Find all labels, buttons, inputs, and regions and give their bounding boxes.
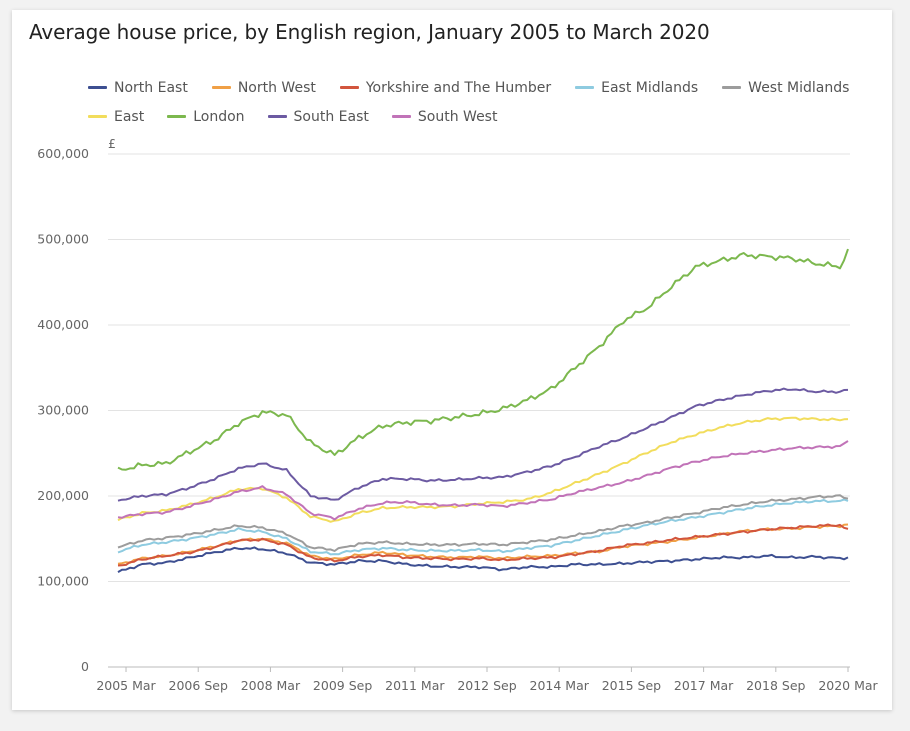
legend-item-london[interactable]: London bbox=[167, 108, 245, 125]
legend-swatch bbox=[391, 115, 411, 118]
legend-item-east[interactable]: East bbox=[88, 109, 144, 125]
x-tick-label: 2012 Sep bbox=[457, 678, 516, 693]
legend-row: North East North West Yorkshire and The Hu… bbox=[88, 73, 878, 102]
legend-swatch bbox=[88, 115, 107, 118]
x-tick-label: 2018 Sep bbox=[746, 678, 805, 693]
x-tick-label: 2015 Sep bbox=[602, 678, 661, 693]
chart-legend: North East North West Yorkshire and The Hu… bbox=[88, 73, 878, 131]
series-line-west-midlands bbox=[117, 494, 849, 552]
series-line-east-midlands bbox=[117, 498, 849, 556]
legend-label: North West bbox=[237, 79, 316, 96]
y-tick-label: 400,000 bbox=[37, 317, 89, 332]
legend-swatch bbox=[88, 86, 107, 89]
legend-item-north-east[interactable]: North East bbox=[88, 80, 188, 96]
legend-row: East London South East South West bbox=[88, 102, 878, 131]
legend-item-north-west[interactable]: North West bbox=[211, 79, 316, 96]
series-line-south-east bbox=[117, 387, 849, 502]
legend-swatch bbox=[267, 115, 287, 118]
y-axis-label: £ bbox=[108, 136, 116, 151]
series-line-yorkshire-and-the-humber bbox=[117, 523, 849, 567]
x-tick-label: 2009 Sep bbox=[313, 678, 372, 693]
legend-item-yorkshire-and-the-humber[interactable]: Yorkshire and The Humber bbox=[339, 79, 552, 96]
legend-item-west-midlands[interactable]: West Midlands bbox=[722, 80, 849, 96]
y-tick-label: 500,000 bbox=[37, 232, 89, 247]
legend-item-south-east[interactable]: South East bbox=[267, 108, 369, 125]
legend-label: East Midlands bbox=[601, 79, 699, 96]
legend-item-south-west[interactable]: South West bbox=[391, 108, 498, 125]
legend-label: North East bbox=[114, 79, 188, 96]
legend-swatch bbox=[575, 86, 595, 89]
x-tick-label: 2005 Mar bbox=[96, 678, 156, 693]
legend-item-east-midlands[interactable]: East Midlands bbox=[575, 80, 698, 96]
chart-title: Average house price, by English region, … bbox=[29, 20, 710, 44]
legend-swatch bbox=[722, 86, 742, 89]
legend-label: Yorkshire and The Humber bbox=[365, 79, 552, 96]
legend-swatch bbox=[339, 86, 359, 89]
x-tick-label: 2017 Mar bbox=[674, 678, 734, 693]
legend-label: South East bbox=[293, 108, 369, 125]
y-tick-label: 600,000 bbox=[37, 146, 89, 161]
legend-swatch bbox=[167, 115, 187, 118]
series-line-london bbox=[117, 248, 849, 471]
x-tick-label: 2008 Mar bbox=[241, 678, 301, 693]
y-tick-label: 200,000 bbox=[37, 488, 89, 503]
legend-label: London bbox=[193, 108, 245, 125]
legend-swatch bbox=[211, 86, 231, 89]
series-line-north-east bbox=[117, 546, 849, 573]
y-tick-label: 0 bbox=[81, 659, 89, 674]
x-tick-label: 2020 Mar bbox=[818, 678, 878, 693]
legend-label: South West bbox=[417, 108, 498, 125]
x-tick-label: 2006 Sep bbox=[169, 678, 228, 693]
x-tick-label: 2011 Mar bbox=[385, 678, 445, 693]
chart-card: Average house price, by English region, … bbox=[12, 10, 892, 710]
x-tick-label: 2014 Mar bbox=[530, 678, 590, 693]
legend-label: East bbox=[114, 108, 145, 125]
y-tick-label: 300,000 bbox=[37, 403, 89, 418]
y-tick-label: 100,000 bbox=[37, 574, 89, 589]
legend-label: West Midlands bbox=[748, 79, 850, 96]
series-line-south-west bbox=[117, 440, 849, 521]
